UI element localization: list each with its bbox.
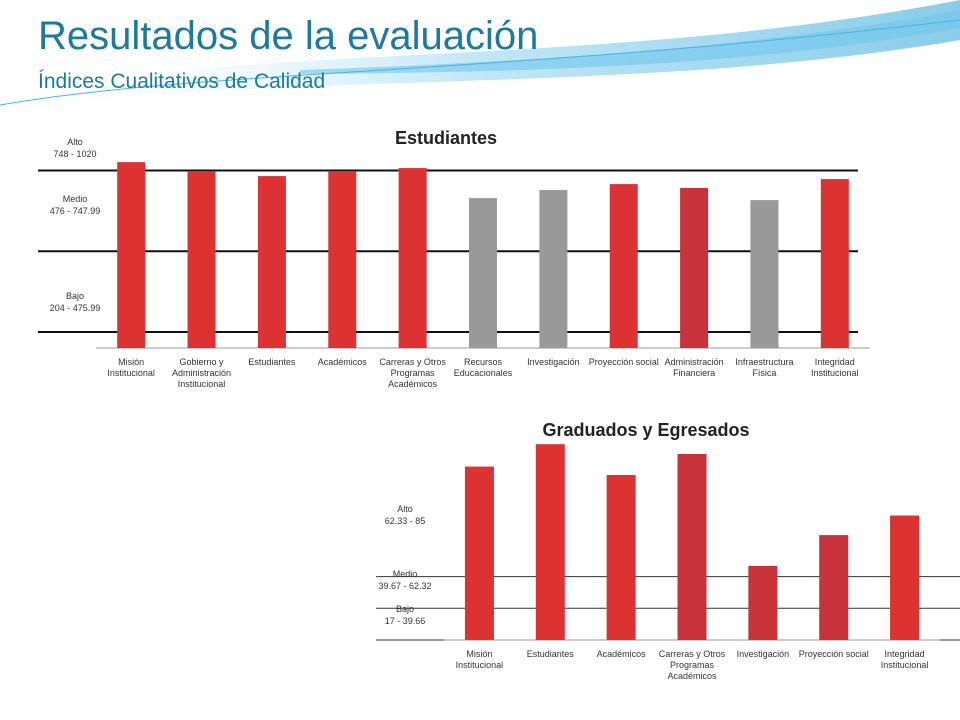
- band-range: 39.67 - 62.32: [378, 581, 432, 592]
- slide-title: Resultados de la evaluación: [38, 14, 539, 58]
- bar: [464, 466, 494, 640]
- x-tick-label: Académicos: [317, 357, 367, 367]
- band-name: Medio: [392, 569, 418, 580]
- x-tick-label: Investigación: [736, 649, 790, 659]
- bar: [748, 565, 778, 640]
- x-tick-label: Estudiantes: [526, 649, 574, 659]
- bar: [750, 200, 779, 348]
- slide-subtitle: Índices Cualitativos de Calidad: [38, 70, 326, 93]
- swoosh: [300, 10, 960, 74]
- bar: [819, 535, 849, 640]
- bar: [890, 515, 920, 640]
- chart-title: Graduados y Egresados: [542, 420, 750, 440]
- x-tick-label: Proyección social: [798, 649, 869, 659]
- swoosh-line: [0, 19, 960, 106]
- x-tick-label: Integridad Institucional: [811, 357, 859, 378]
- x-tick-label: Administración Financiera: [664, 357, 724, 378]
- band-range: 62.33 - 85: [384, 515, 426, 526]
- x-tick-label: Infraestructura Física: [735, 357, 794, 378]
- band-name: Alto: [67, 137, 83, 148]
- x-tick-label: Académicos: [596, 649, 646, 659]
- bar: [677, 453, 707, 640]
- bar: [539, 190, 568, 348]
- chart-title: Estudiantes: [394, 128, 498, 148]
- x-tick-label: Misión Institucional: [107, 357, 155, 378]
- band-name: Bajo: [65, 290, 84, 301]
- bar: [398, 168, 427, 348]
- x-tick-label: Carreras y Otros Programas Académicos: [379, 357, 446, 389]
- band-name: Bajo: [395, 604, 414, 614]
- x-tick-label: Gobierno y Administración Institucional: [172, 357, 232, 389]
- bar: [257, 176, 286, 348]
- x-tick-label: Misión Institucional: [455, 649, 504, 670]
- bar: [535, 444, 565, 640]
- x-tick-label: Integridad Institucional: [880, 649, 929, 670]
- x-tick-label: Carreras y Otros Programas Académicos: [658, 649, 726, 681]
- bar: [609, 184, 638, 348]
- swoosh: [0, 0, 960, 110]
- x-tick-label: Estudiantes: [248, 357, 296, 367]
- band-range: 748 - 1020: [53, 149, 97, 160]
- bar: [606, 474, 636, 640]
- bar: [117, 162, 146, 348]
- bar: [187, 171, 216, 348]
- band-range: 17 - 39.66: [384, 616, 426, 626]
- bar: [680, 187, 709, 348]
- x-tick-label: Recursos Educacionales: [453, 357, 513, 378]
- x-tick-label: Investigación: [527, 357, 580, 367]
- band-name: Medio: [62, 194, 88, 205]
- band-range: 204 - 475.99: [49, 302, 101, 313]
- bar: [328, 171, 357, 348]
- bar: [469, 198, 497, 348]
- x-tick-label: Proyección social: [588, 357, 659, 367]
- band-range: 476 - 747.99: [49, 206, 101, 217]
- band-name: Alto: [397, 503, 413, 514]
- bar: [820, 179, 849, 348]
